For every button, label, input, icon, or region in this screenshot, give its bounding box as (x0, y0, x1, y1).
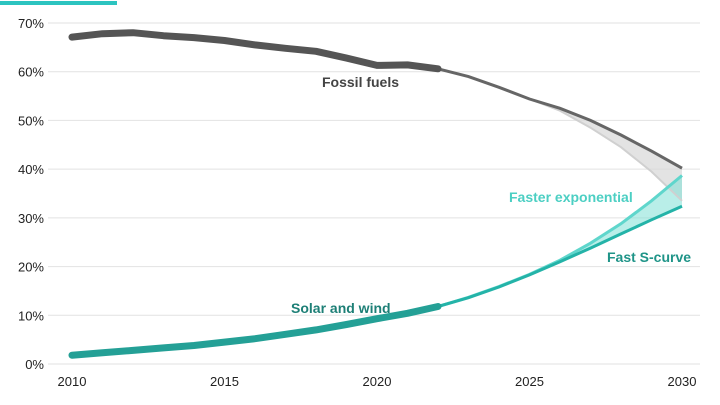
y-tick-label: 70% (18, 16, 44, 31)
y-tick-label: 60% (18, 65, 44, 80)
solar-s-curve-line (437, 204, 683, 308)
x-tick-label: 2010 (58, 374, 87, 389)
fossil-exponential-line (437, 67, 683, 202)
x-tick-label: 2015 (210, 374, 239, 389)
y-tick-label: 10% (18, 308, 44, 323)
fossil-fuels-line (68, 29, 442, 73)
label-fossil-fuels: Fossil fuels (322, 74, 399, 90)
y-tick-label: 50% (18, 113, 44, 128)
y-tick-label: 20% (18, 260, 44, 275)
label-fast-s-curve: Fast S-curve (607, 249, 691, 265)
label-faster-exponential: Faster exponential (509, 189, 633, 205)
header-accent-bar (0, 1, 117, 5)
solar-and-wind-line (68, 303, 442, 359)
x-tick-label: 2020 (363, 374, 392, 389)
x-tick-label: 2030 (668, 374, 697, 389)
label-solar-and-wind: Solar and wind (291, 300, 391, 316)
y-tick-label: 40% (18, 162, 44, 177)
x-tick-label: 2025 (515, 374, 544, 389)
y-tick-label: 0% (25, 357, 44, 372)
fossil-s-curve-line (437, 67, 683, 170)
y-tick-label: 30% (18, 211, 44, 226)
fossil-projection-band (438, 68, 682, 201)
